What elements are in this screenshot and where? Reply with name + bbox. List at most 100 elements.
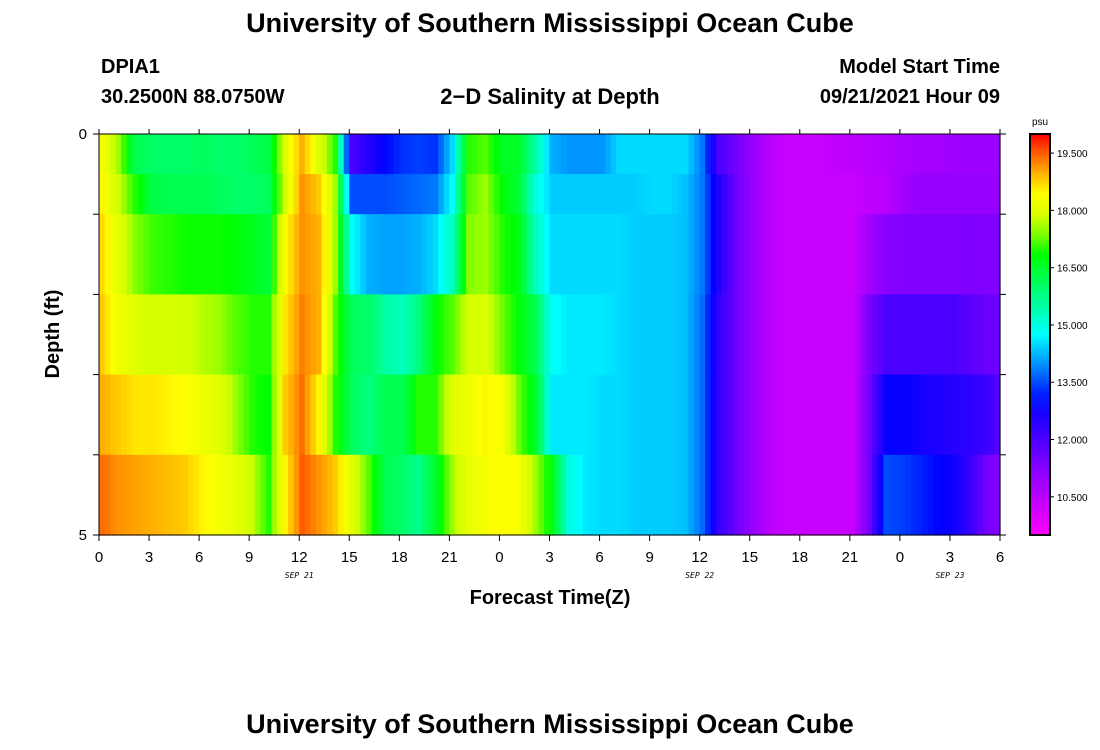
heatmap-cell (99, 294, 106, 376)
heatmap-cell (788, 134, 795, 175)
heatmap-cell (349, 454, 356, 536)
heatmap-cell (521, 374, 528, 456)
heatmap-cell (855, 454, 862, 536)
heatmap-cell (221, 374, 228, 456)
heatmap-cell (182, 374, 189, 456)
heatmap-cell (888, 454, 895, 536)
y-tick-label: 0 (79, 126, 87, 143)
heatmap-cell (527, 214, 534, 295)
heatmap-cell (432, 374, 439, 456)
heatmap-cell (599, 454, 606, 536)
heatmap-cell (421, 134, 428, 175)
heatmap-cell (888, 174, 895, 215)
heatmap-cell (488, 214, 495, 295)
heatmap-cell (649, 214, 656, 295)
heatmap-cell (822, 454, 829, 536)
heatmap-cell (121, 174, 128, 215)
heatmap-cell (866, 374, 873, 456)
heatmap-cell (460, 374, 467, 456)
heatmap-cell (249, 454, 256, 536)
heatmap-cell (783, 294, 790, 376)
heatmap-cell (471, 374, 478, 456)
heatmap-cell (727, 214, 734, 295)
heatmap-cell (332, 174, 339, 215)
heatmap-cell (744, 174, 751, 215)
heatmap-cell (521, 454, 528, 536)
heatmap-cell (827, 294, 834, 376)
heatmap-cell (621, 134, 628, 175)
heatmap-cell (137, 454, 145, 536)
heatmap-cell (822, 294, 829, 376)
heatmap-cell (215, 134, 222, 175)
heatmap-cell (499, 454, 506, 536)
heatmap-cell (682, 454, 690, 536)
heatmap-cell (927, 174, 934, 215)
heatmap-cell (360, 214, 367, 295)
heatmap-cell (560, 454, 567, 536)
heatmap-cell (983, 134, 990, 175)
heatmap-cell (327, 454, 334, 536)
heatmap-cell (549, 374, 556, 456)
heatmap-cell (966, 374, 973, 456)
heatmap-cell (660, 294, 667, 376)
heatmap-cell (783, 214, 790, 295)
heatmap-cell (755, 294, 762, 376)
x-axis-title: Forecast Time(Z) (470, 587, 631, 609)
heatmap-cell (343, 454, 350, 536)
heatmap-cell (566, 294, 573, 376)
heatmap-cell (254, 454, 261, 536)
heatmap-cell (204, 214, 211, 295)
heatmap-cell (733, 174, 740, 215)
heatmap-cell (226, 454, 234, 536)
heatmap-cell (126, 214, 133, 295)
heatmap-cell (254, 134, 261, 175)
heatmap-cell (382, 214, 389, 295)
heatmap-cell (449, 174, 456, 215)
x-tick-label: 15 (341, 549, 358, 566)
heatmap-cell (238, 214, 245, 295)
heatmap-cell (788, 174, 795, 215)
heatmap-cell (838, 294, 845, 376)
heatmap-cell (321, 134, 328, 175)
heatmap-cell (104, 374, 111, 456)
heatmap-cell (838, 454, 845, 536)
heatmap-cell (738, 454, 745, 536)
heatmap-cell (905, 174, 912, 215)
heatmap-cell (460, 174, 467, 215)
heatmap-cell (755, 134, 762, 175)
heatmap-cell (399, 134, 406, 175)
heatmap-cell (416, 174, 423, 215)
heatmap-cell (371, 174, 378, 215)
heatmap-cell (682, 374, 690, 456)
heatmap-cell (215, 454, 222, 536)
heatmap-cell (427, 214, 434, 295)
heatmap-cell (104, 454, 111, 536)
heatmap-cell (416, 294, 423, 376)
heatmap-cell (466, 294, 473, 376)
heatmap-cell (877, 174, 884, 215)
heatmap-cell (744, 214, 751, 295)
heatmap-cell (226, 134, 234, 175)
heatmap-cell (482, 134, 489, 175)
y-axis: 05 (79, 126, 1006, 544)
heatmap-cell (321, 174, 328, 215)
heatmap-cell (738, 214, 745, 295)
heatmap-cell (983, 374, 990, 456)
heatmap-cell (243, 174, 250, 215)
heatmap-cell (760, 134, 768, 175)
heatmap-cell (833, 374, 840, 456)
heatmap-cell (944, 374, 951, 456)
heatmap-cell (249, 134, 256, 175)
heatmap-cell (972, 214, 979, 295)
heatmap-cell (288, 454, 295, 536)
heatmap-cell (699, 294, 706, 376)
heatmap-cell (660, 214, 667, 295)
heatmap-cell (911, 214, 918, 295)
heatmap-cell (354, 454, 361, 536)
heatmap-cell (338, 454, 345, 536)
heatmap-cell (744, 294, 751, 376)
heatmap-cell (438, 454, 445, 536)
heatmap-cell (393, 374, 400, 456)
heatmap-cell (454, 294, 462, 376)
heatmap-cell (176, 294, 184, 376)
